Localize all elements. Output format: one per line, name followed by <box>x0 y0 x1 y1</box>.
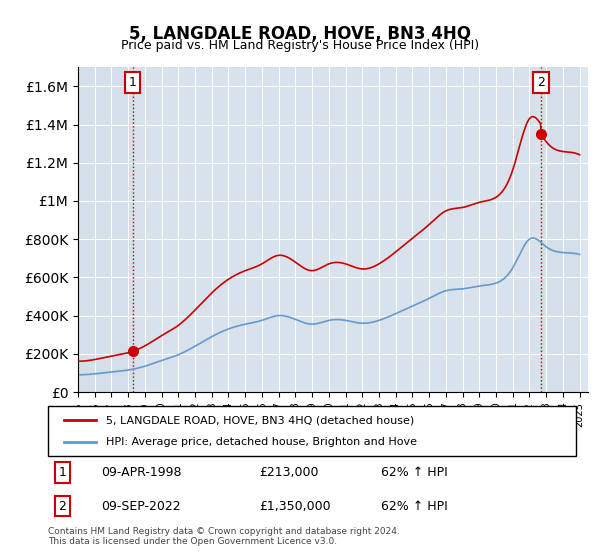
Text: £213,000: £213,000 <box>259 466 319 479</box>
Text: 2: 2 <box>59 500 67 513</box>
Text: 62% ↑ HPI: 62% ↑ HPI <box>380 500 448 513</box>
FancyBboxPatch shape <box>48 406 576 456</box>
Text: 1: 1 <box>129 76 137 89</box>
Text: 09-APR-1998: 09-APR-1998 <box>101 466 181 479</box>
Text: 09-SEP-2022: 09-SEP-2022 <box>101 500 181 513</box>
Bar <box>78 67 133 392</box>
Text: 5, LANGDALE ROAD, HOVE, BN3 4HQ: 5, LANGDALE ROAD, HOVE, BN3 4HQ <box>129 25 471 43</box>
Text: HPI: Average price, detached house, Brighton and Hove: HPI: Average price, detached house, Brig… <box>106 437 417 447</box>
Text: 1: 1 <box>59 466 67 479</box>
Bar <box>541 67 580 392</box>
Text: 62% ↑ HPI: 62% ↑ HPI <box>380 466 448 479</box>
Text: 2: 2 <box>537 76 545 89</box>
Text: Price paid vs. HM Land Registry's House Price Index (HPI): Price paid vs. HM Land Registry's House … <box>121 39 479 52</box>
Text: Contains HM Land Registry data © Crown copyright and database right 2024.
This d: Contains HM Land Registry data © Crown c… <box>48 526 400 546</box>
Text: £1,350,000: £1,350,000 <box>259 500 331 513</box>
Text: 5, LANGDALE ROAD, HOVE, BN3 4HQ (detached house): 5, LANGDALE ROAD, HOVE, BN3 4HQ (detache… <box>106 415 415 425</box>
Bar <box>133 67 541 392</box>
